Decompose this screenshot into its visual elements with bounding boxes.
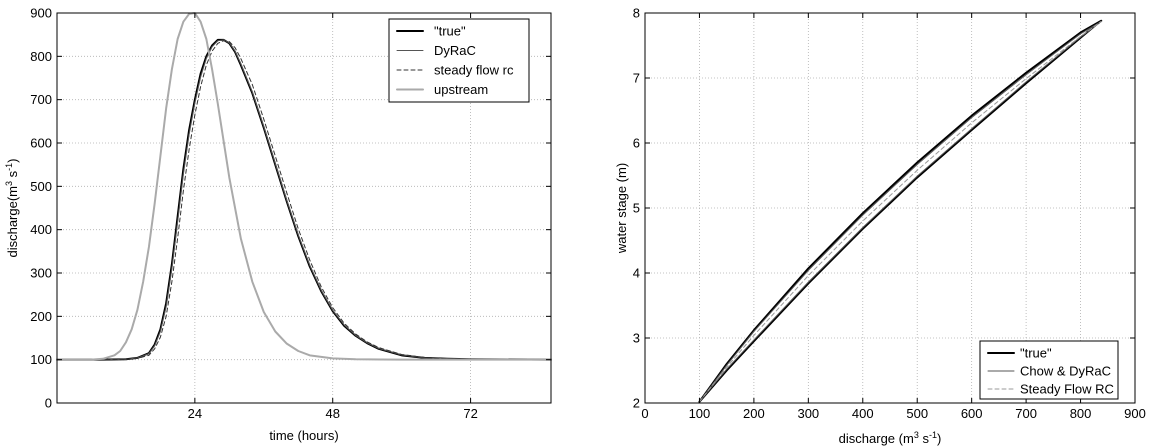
rating-curve-y-tick-label: 5	[633, 201, 640, 216]
hydrograph-x-tick-label: 72	[463, 406, 477, 421]
rating-curve-y-tick-label: 2	[633, 396, 640, 411]
rating-curve-series-line-1	[698, 20, 1102, 403]
hydrograph-x-tick-label: 24	[188, 406, 202, 421]
hydrograph-y-tick-label: 500	[30, 179, 52, 194]
hydrograph-legend-label-3: upstream	[434, 82, 488, 97]
rating-curve-series-line-2	[698, 20, 1102, 403]
rating-curve-ticks: 0 100 200 300 400 500 600 700 800 900 2 3 4 5 6 7 8	[633, 6, 1146, 422]
hydrograph-chart: 24 48 72 0 100 200 300 400 500 600 700 800 900 time …	[4, 6, 552, 443]
hydrograph-legend-box	[388, 18, 530, 103]
rating-curve-grid	[645, 13, 1135, 403]
hydrograph-y-tick-label: 700	[30, 92, 52, 107]
hydrograph-ticks: 24 48 72 0 100 200 300 400 500 600 700 800 900	[30, 6, 551, 421]
rating-curve-x-tick-label: 100	[689, 406, 711, 421]
rating-curve-x-tick-label: 700	[1015, 406, 1037, 421]
hydrograph-legend-label-1: DyRaC	[434, 43, 476, 58]
rating-curve-series	[698, 19, 1103, 403]
hydrograph-y-tick-label: 400	[30, 222, 52, 237]
hydrograph-y-tick-label: 600	[30, 136, 52, 151]
hydrograph-legend: "true" DyRaC steady flow rc upstream	[388, 18, 530, 103]
hydrograph-legend-label-0: "true"	[434, 24, 466, 39]
rating-curve-y-tick-label: 3	[633, 331, 640, 346]
rating-curve-x-tick-label: 800	[1070, 406, 1092, 421]
rating-curve-x-axis-label: discharge (m3 s-1)	[839, 430, 942, 446]
hydrograph-series-line-1	[56, 39, 552, 361]
hydrograph-series-line-2	[56, 40, 552, 361]
rating-curve-legend-label-2: Steady Flow RC	[1020, 382, 1114, 397]
rating-curve-x-tick-label: 300	[797, 406, 819, 421]
rating-curve-x-tick-label: 900	[1124, 406, 1146, 421]
hydrograph-y-tick-label: 100	[30, 352, 52, 367]
rating-curve-y-tick-label: 6	[633, 136, 640, 151]
hydrograph-y-tick-label: 200	[30, 309, 52, 324]
rating-curve-y-axis-label: water stage (m)	[614, 163, 629, 254]
rating-curve-x-tick-label: 500	[906, 406, 928, 421]
rating-curve-legend: "true" Chow & DyRaC Steady Flow RC	[979, 340, 1119, 400]
rating-curve-x-tick-label: 200	[743, 406, 765, 421]
rating-curve-legend-label-1: Chow & DyRaC	[1020, 364, 1111, 379]
rating-curve-x-tick-label: 600	[961, 406, 983, 421]
hydrograph-y-tick-label: 900	[30, 6, 52, 21]
hydrograph-y-tick-label: 300	[30, 266, 52, 281]
hydrograph-x-tick-label: 48	[325, 406, 339, 421]
rating-curve-y-tick-label: 8	[633, 6, 640, 21]
hydrograph-y-axis-label: discharge(m3 s-1)	[4, 158, 20, 257]
rating-curve-chart: 0 100 200 300 400 500 600 700 800 900 2 3 4 5 6 7 8 disc…	[614, 6, 1146, 447]
rating-curve-y-tick-label: 4	[633, 266, 640, 281]
rating-curve-x-tick-label: 400	[852, 406, 874, 421]
hydrograph-legend-label-2: steady flow rc	[434, 63, 514, 78]
rating-curve-x-tick-label: 0	[641, 406, 648, 421]
hydrograph-y-tick-label: 800	[30, 49, 52, 64]
hydrograph-x-axis-label: time (hours)	[269, 428, 338, 443]
rating-curve-y-tick-label: 7	[633, 71, 640, 86]
hydrograph-y-tick-label: 0	[45, 396, 52, 411]
hydrograph-axes-box	[56, 12, 552, 404]
rating-curve-legend-label-0: "true"	[1020, 346, 1052, 361]
